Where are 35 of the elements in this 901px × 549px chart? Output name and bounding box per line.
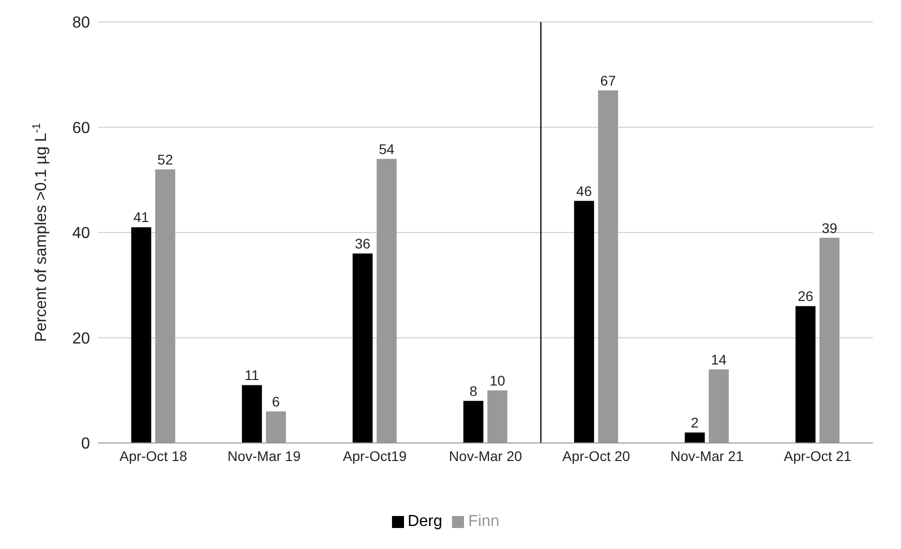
y-tick-label: 80 — [72, 14, 90, 32]
x-tick-label: Nov-Mar 19 — [228, 448, 301, 464]
bar — [131, 227, 152, 443]
x-tick-label: Apr-Oct19 — [342, 448, 407, 464]
data-label: 67 — [600, 72, 616, 88]
x-tick-label: Nov-Mar 20 — [448, 448, 522, 464]
x-tick-label: Nov-Mar 21 — [670, 448, 744, 464]
y-tick-label: 0 — [81, 436, 90, 453]
data-label: 11 — [244, 367, 260, 384]
data-label: 26 — [798, 288, 814, 304]
x-tick-label: Apr-Oct 20 — [562, 448, 630, 464]
legend-label: Finn — [468, 513, 500, 530]
data-label: 6 — [272, 393, 280, 410]
data-label: 2 — [690, 414, 699, 430]
bar — [463, 400, 484, 443]
data-label: 39 — [822, 220, 838, 236]
bar — [574, 200, 594, 443]
bar — [684, 432, 705, 443]
bar — [242, 385, 262, 443]
data-label: 10 — [490, 372, 506, 388]
data-label: 52 — [157, 151, 174, 168]
x-tick-label: Apr-Oct 21 — [784, 448, 852, 464]
x-tick-label: Apr-Oct 18 — [120, 448, 188, 464]
data-label: 46 — [576, 182, 592, 199]
legend-label: Derg — [408, 513, 442, 530]
data-label: 41 — [133, 209, 150, 226]
bar — [796, 306, 816, 443]
data-label: 14 — [710, 351, 727, 368]
bar — [352, 254, 373, 443]
y-tick-label: 60 — [72, 120, 90, 137]
data-label: 36 — [354, 236, 371, 252]
y-tick-label: 40 — [72, 225, 90, 242]
y-tick-label: 20 — [72, 330, 90, 348]
data-label: 54 — [378, 140, 395, 157]
data-label: 8 — [469, 382, 478, 399]
